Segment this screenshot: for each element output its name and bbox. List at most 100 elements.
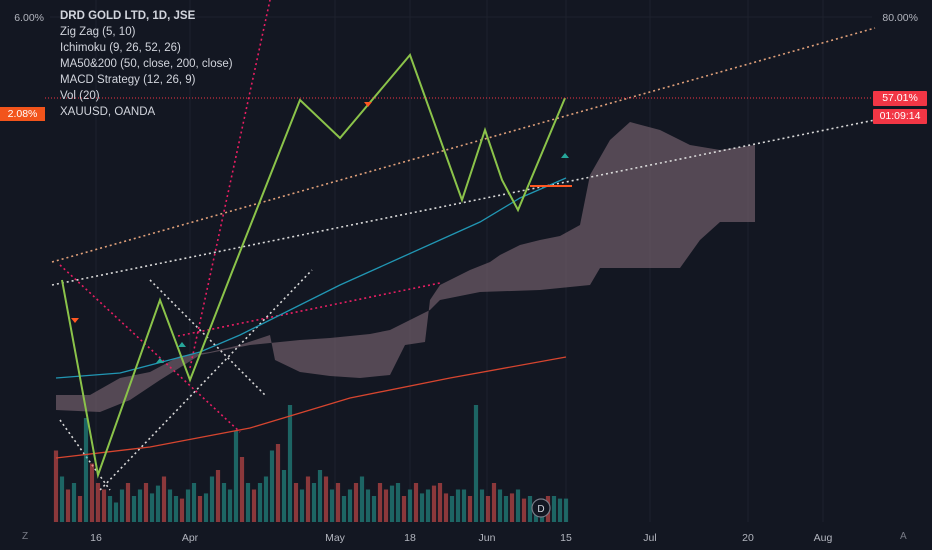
volume-bar [239, 457, 245, 522]
volume-bar [401, 496, 407, 522]
volume-bar [233, 431, 239, 522]
volume-bar [119, 489, 125, 522]
volume-bar [71, 483, 77, 522]
volume-bar [95, 483, 101, 522]
volume-bar [497, 489, 503, 522]
volume-bar [59, 476, 65, 522]
legend-compare[interactable]: XAUUSD, OANDA [60, 106, 156, 118]
volume-bar [371, 496, 377, 522]
volume-bar [185, 489, 191, 522]
time-axis-tick: Jun [479, 532, 496, 544]
volume-bar [443, 493, 449, 522]
legend-zigzag[interactable]: Zig Zag (5, 10) [60, 26, 136, 38]
legend-vol[interactable]: Vol (20) [60, 90, 100, 102]
volume-bar [89, 463, 95, 522]
volume-bar [143, 483, 149, 522]
volume-bar [563, 498, 569, 522]
grid-lines [50, 0, 872, 522]
trend-line-white-down [59, 419, 111, 491]
volume-bar [305, 476, 311, 522]
volume-bar [137, 489, 143, 522]
legend-macd[interactable]: MACD Strategy (12, 26, 9) [60, 74, 196, 86]
volume-bar [437, 483, 443, 522]
time-axis-tick: Jul [643, 532, 656, 544]
volume-bar [491, 483, 497, 522]
volume-bar [263, 476, 269, 522]
timezone-icon[interactable]: Z [22, 531, 29, 542]
volume-bar [425, 489, 431, 522]
volume-bar [293, 483, 299, 522]
volume-bar [509, 493, 515, 522]
time-axis: 16 Apr May 18 Jun 15 Jul 20 Aug [90, 532, 832, 544]
volume-bar [449, 496, 455, 522]
volume-bar [161, 476, 167, 522]
ma50-line [55, 177, 567, 379]
volume-bar [419, 493, 425, 522]
volume-bar [197, 496, 203, 522]
bar-countdown-badge: 01:09:14 [873, 109, 927, 124]
time-axis-tick: Apr [182, 532, 199, 544]
volume-bar [383, 489, 389, 522]
volume-bar [191, 483, 197, 522]
volume-bar [275, 444, 281, 522]
chart-legend: DRD GOLD LTD, 1D, JSE Zig Zag (5, 10) Ic… [60, 8, 233, 120]
buy-arrow [156, 358, 164, 363]
time-axis-tick: Aug [814, 532, 833, 544]
volume-bar [83, 418, 89, 522]
volume-bar [215, 470, 221, 522]
legend-symbol-title[interactable]: DRD GOLD LTD, 1D, JSE [60, 10, 196, 22]
volume-bar [227, 489, 233, 522]
auto-scale-icon[interactable]: A [900, 531, 907, 542]
sell-arrow [71, 318, 79, 323]
right-price-badge: 57.01% [873, 91, 927, 106]
volume-bar [251, 489, 257, 522]
volume-bar [527, 496, 533, 522]
volume-bar [167, 489, 173, 522]
volume-bar [389, 485, 395, 522]
volume-bars [53, 405, 569, 522]
left-axis: 6.00%4.00%2.00%0.00%-2.00%-4.00%-6.00%-8… [14, 12, 44, 24]
volume-bar [155, 485, 161, 522]
volume-bar [479, 489, 485, 522]
legend-ma[interactable]: MA50&200 (50, close, 200, close) [60, 58, 233, 70]
volume-bar [173, 496, 179, 522]
volume-bar [431, 485, 437, 522]
volume-bar [467, 496, 473, 522]
volume-bar [323, 476, 329, 522]
zigzag-line [61, 53, 566, 479]
sell-arrow [364, 102, 372, 107]
right-axis: 80.00%70.00%60.00%50.00%40.00%30.00%20.0… [882, 12, 918, 24]
dividend-marker-label: D [537, 504, 544, 515]
buy-arrow [178, 342, 186, 347]
volume-bar [473, 405, 479, 522]
volume-bar [221, 483, 227, 522]
volume-bar [503, 496, 509, 522]
right-axis-tick: 80.00% [882, 12, 918, 24]
left-price-badge: 2.08% [0, 107, 45, 121]
volume-bar [311, 483, 317, 522]
volume-bar [107, 496, 113, 522]
time-axis-tick: 15 [560, 532, 572, 544]
time-axis-tick: May [325, 532, 346, 544]
volume-bar [407, 489, 413, 522]
volume-bar [179, 498, 185, 522]
volume-bar [65, 489, 71, 522]
volume-bar [299, 489, 305, 522]
ichimoku-cloud [56, 122, 755, 412]
volume-bar [413, 483, 419, 522]
volume-bar [77, 496, 83, 522]
volume-bar [557, 498, 563, 522]
volume-bar [257, 483, 263, 522]
legend-ichimoku[interactable]: Ichimoku (9, 26, 52, 26) [60, 42, 181, 54]
volume-bar [341, 496, 347, 522]
volume-bar [551, 496, 557, 522]
volume-bar [269, 450, 275, 522]
volume-bar [209, 476, 215, 522]
volume-bar [335, 483, 341, 522]
volume-bar [53, 450, 59, 522]
volume-bar [359, 476, 365, 522]
volume-bar [101, 489, 107, 522]
volume-bar [395, 483, 401, 522]
volume-bar [461, 489, 467, 522]
